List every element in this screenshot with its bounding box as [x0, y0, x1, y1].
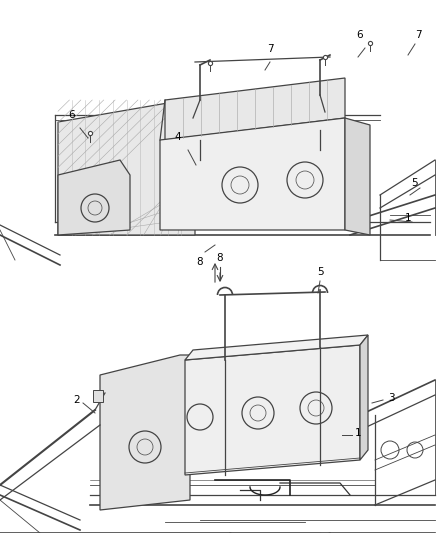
- Polygon shape: [160, 118, 345, 230]
- Text: 7: 7: [267, 44, 273, 54]
- Text: 4: 4: [175, 132, 181, 142]
- Text: 6: 6: [357, 30, 363, 40]
- Text: 2: 2: [74, 395, 80, 405]
- Polygon shape: [165, 78, 345, 140]
- Text: 1: 1: [405, 213, 411, 223]
- Bar: [93, 390, 103, 402]
- Text: 6: 6: [69, 110, 75, 120]
- Polygon shape: [360, 335, 368, 460]
- Text: 3: 3: [388, 393, 395, 403]
- Polygon shape: [100, 355, 190, 510]
- Polygon shape: [345, 118, 370, 235]
- Polygon shape: [185, 345, 360, 475]
- Polygon shape: [58, 160, 130, 235]
- Polygon shape: [58, 100, 195, 235]
- Text: 5: 5: [317, 267, 323, 277]
- Polygon shape: [185, 335, 368, 360]
- Text: 7: 7: [415, 30, 421, 40]
- Text: 8: 8: [217, 253, 223, 263]
- Text: 1: 1: [355, 428, 362, 438]
- Text: 5: 5: [412, 178, 418, 188]
- Text: 8: 8: [197, 257, 203, 267]
